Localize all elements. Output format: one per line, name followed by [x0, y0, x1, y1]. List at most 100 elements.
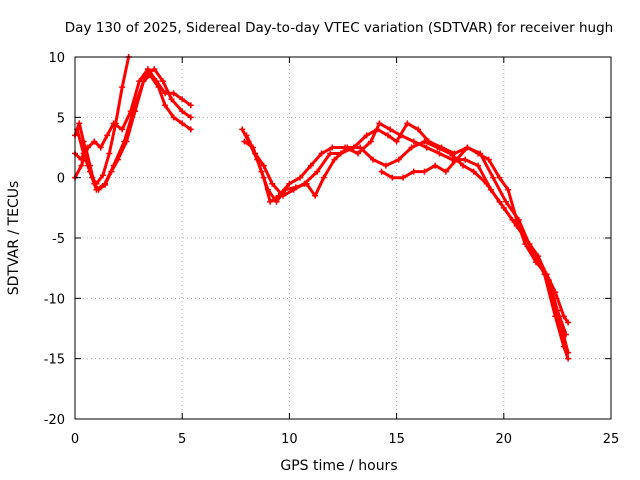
data-point — [110, 120, 117, 127]
y-tick-label: -15 — [44, 353, 65, 368]
data-point — [314, 168, 321, 175]
data-point — [400, 174, 407, 181]
data-point — [286, 180, 293, 187]
data-point — [279, 192, 286, 199]
series-trace — [75, 67, 193, 192]
data-point — [301, 180, 308, 187]
data-point — [121, 138, 128, 145]
data-point — [410, 138, 417, 145]
data-point — [162, 102, 169, 109]
data-point — [243, 132, 250, 139]
data-point — [267, 198, 274, 205]
data-point — [76, 120, 83, 127]
data-point — [260, 162, 267, 169]
data-series-8 — [378, 144, 572, 326]
data-point — [93, 186, 100, 193]
data-point — [404, 120, 411, 127]
y-tick-label: 0 — [57, 172, 65, 187]
data-point — [432, 162, 439, 169]
data-point — [560, 343, 567, 350]
data-point — [438, 144, 445, 151]
data-point — [395, 156, 402, 163]
data-point — [425, 138, 432, 145]
data-point — [565, 319, 572, 326]
data-point — [187, 102, 194, 109]
data-point — [99, 172, 106, 179]
data-point — [84, 144, 91, 151]
x-tick-label: 25 — [603, 432, 620, 447]
data-point — [179, 96, 186, 103]
data-point — [119, 84, 126, 91]
data-point — [565, 355, 572, 362]
data-point — [462, 156, 469, 163]
data-point — [483, 180, 490, 187]
data-point — [522, 241, 529, 248]
data-point — [376, 120, 383, 127]
data-point — [552, 289, 559, 296]
x-tick-label: 15 — [388, 432, 405, 447]
data-point — [132, 102, 139, 109]
data-point — [436, 150, 443, 157]
data-point — [393, 138, 400, 145]
data-point — [496, 198, 503, 205]
data-point — [554, 307, 561, 314]
data-point — [119, 126, 126, 133]
data-point — [179, 120, 186, 127]
series-trace — [242, 140, 568, 336]
data-point — [532, 259, 539, 266]
data-point — [104, 132, 111, 139]
data-point — [513, 216, 520, 223]
data-point — [387, 126, 394, 133]
data-point — [485, 156, 492, 163]
data-point — [552, 313, 559, 320]
data-point — [170, 114, 177, 121]
data-point — [496, 174, 503, 181]
data-point — [415, 126, 422, 133]
data-point — [282, 186, 289, 193]
data-point — [370, 156, 377, 163]
y-tick-label: 5 — [57, 111, 65, 126]
x-axis-title: GPS time / hours — [280, 458, 397, 474]
data-point — [159, 78, 166, 85]
data-point — [329, 144, 336, 151]
data-point — [337, 150, 344, 157]
data-point — [187, 114, 194, 121]
data-point — [475, 150, 482, 157]
data-point — [318, 150, 325, 157]
data-point — [408, 144, 415, 151]
data-point — [110, 162, 117, 169]
data-point — [357, 144, 364, 151]
x-tick-label: 0 — [71, 432, 79, 447]
y-tick-label: 10 — [48, 51, 65, 66]
data-point — [560, 313, 567, 320]
data-point — [187, 126, 194, 133]
data-point — [385, 132, 392, 139]
data-point — [490, 174, 497, 181]
data-point — [144, 66, 151, 73]
data-point — [378, 168, 385, 175]
data-point — [327, 150, 334, 157]
data-point — [87, 168, 94, 175]
data-point — [106, 150, 113, 157]
data-point — [350, 144, 357, 151]
data-point — [297, 174, 304, 181]
data-point — [153, 78, 160, 85]
data-point — [179, 108, 186, 115]
data-point — [80, 150, 87, 157]
series-trace — [245, 121, 570, 361]
data-point — [258, 168, 265, 175]
data-point — [363, 132, 370, 139]
data-point — [453, 156, 460, 163]
data-point — [136, 78, 143, 85]
y-tick-label: -5 — [52, 232, 65, 247]
data-series-7 — [243, 120, 572, 362]
data-point — [389, 174, 396, 181]
data-point — [312, 192, 319, 199]
data-point — [102, 180, 109, 187]
data-point — [168, 96, 175, 103]
data-point — [410, 168, 417, 175]
data-series — [72, 54, 572, 362]
data-point — [470, 168, 477, 175]
data-point — [562, 331, 569, 338]
